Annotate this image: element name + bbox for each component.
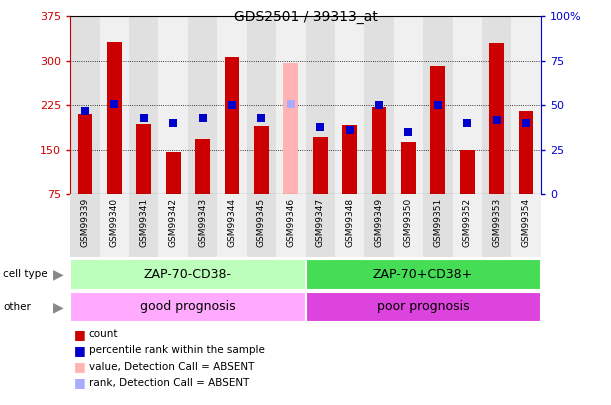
Bar [393, 16, 423, 194]
Bar [136, 124, 151, 194]
Text: GSM99354: GSM99354 [522, 198, 530, 247]
Bar [342, 125, 357, 194]
Bar [306, 292, 541, 322]
Bar [306, 259, 541, 290]
Bar [188, 16, 218, 194]
Bar [158, 194, 188, 257]
Bar [129, 16, 158, 194]
Bar [166, 152, 180, 194]
Bar [511, 194, 541, 257]
Text: GSM99350: GSM99350 [404, 198, 413, 247]
Bar [218, 194, 247, 257]
Bar [100, 16, 129, 194]
Bar [276, 194, 306, 257]
Bar [401, 142, 415, 194]
Text: GSM99340: GSM99340 [110, 198, 119, 247]
Bar [482, 194, 511, 257]
Bar [511, 16, 541, 194]
Text: GSM99347: GSM99347 [316, 198, 324, 247]
Bar [519, 111, 533, 194]
Text: GSM99342: GSM99342 [169, 198, 178, 247]
Bar [423, 194, 453, 257]
Text: GSM99349: GSM99349 [375, 198, 384, 247]
Bar [306, 16, 335, 194]
Text: ■: ■ [73, 376, 86, 389]
Bar [393, 194, 423, 257]
Bar [284, 63, 298, 194]
Bar [313, 137, 327, 194]
Bar [247, 194, 276, 257]
Bar [129, 194, 158, 257]
Bar [482, 16, 511, 194]
Text: GSM99348: GSM99348 [345, 198, 354, 247]
Bar [453, 16, 482, 194]
Bar [158, 16, 188, 194]
Text: GSM99351: GSM99351 [433, 198, 442, 247]
Text: ZAP-70+CD38+: ZAP-70+CD38+ [373, 268, 474, 281]
Text: GSM99341: GSM99341 [139, 198, 148, 247]
Text: count: count [89, 329, 118, 339]
Bar [70, 16, 100, 194]
Bar [70, 259, 306, 290]
Text: cell type: cell type [3, 269, 48, 279]
Bar [70, 292, 306, 322]
Text: rank, Detection Call = ABSENT: rank, Detection Call = ABSENT [89, 378, 249, 388]
Text: GSM99352: GSM99352 [463, 198, 472, 247]
Bar [453, 194, 482, 257]
Text: other: other [3, 302, 31, 312]
Text: good prognosis: good prognosis [140, 300, 236, 313]
Text: poor prognosis: poor prognosis [377, 300, 469, 313]
Text: ZAP-70-CD38-: ZAP-70-CD38- [144, 268, 232, 281]
Text: GSM99343: GSM99343 [198, 198, 207, 247]
Bar [107, 42, 122, 194]
Bar [335, 16, 364, 194]
Text: ■: ■ [73, 360, 86, 373]
Bar [364, 194, 393, 257]
Text: value, Detection Call = ABSENT: value, Detection Call = ABSENT [89, 362, 254, 371]
Text: GSM99344: GSM99344 [227, 198, 236, 247]
Text: GSM99345: GSM99345 [257, 198, 266, 247]
Bar [225, 57, 240, 194]
Text: GSM99339: GSM99339 [81, 198, 89, 247]
Text: GSM99346: GSM99346 [287, 198, 295, 247]
Bar [196, 139, 210, 194]
Text: GDS2501 / 39313_at: GDS2501 / 39313_at [233, 10, 378, 24]
Bar [335, 194, 364, 257]
Bar [371, 107, 386, 194]
Bar [218, 16, 247, 194]
Bar [276, 16, 306, 194]
Bar [70, 194, 100, 257]
Text: ▶: ▶ [53, 300, 64, 314]
Bar [78, 114, 92, 194]
Bar [364, 16, 393, 194]
Text: ■: ■ [73, 328, 86, 341]
Text: ■: ■ [73, 344, 86, 357]
Bar [188, 194, 218, 257]
Bar [254, 126, 269, 194]
Bar [247, 16, 276, 194]
Bar [306, 194, 335, 257]
Text: GSM99353: GSM99353 [492, 198, 501, 247]
Bar [489, 43, 504, 194]
Text: ▶: ▶ [53, 267, 64, 281]
Bar [100, 194, 129, 257]
Text: percentile rank within the sample: percentile rank within the sample [89, 345, 265, 355]
Bar [431, 66, 445, 194]
Bar [423, 16, 453, 194]
Bar [460, 150, 475, 194]
